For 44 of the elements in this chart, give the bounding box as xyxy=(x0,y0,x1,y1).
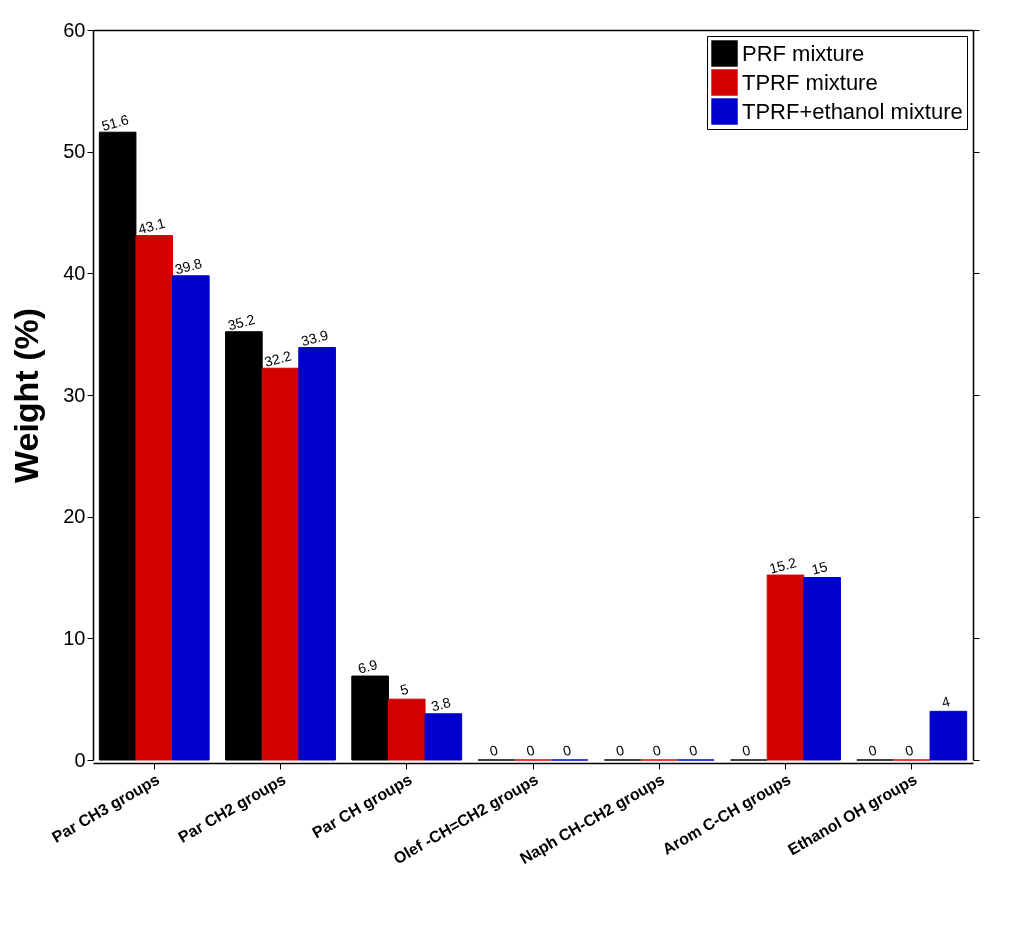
data-label: 4 xyxy=(939,692,952,711)
y-tick-label: 30 xyxy=(63,383,86,406)
data-label: 0 xyxy=(740,741,753,760)
y-tick-label: 40 xyxy=(63,261,86,284)
legend-label: TPRF+ethanol mixture xyxy=(742,98,963,124)
bar xyxy=(387,698,426,761)
bar xyxy=(351,675,389,761)
data-label: 0 xyxy=(524,741,537,760)
bar xyxy=(98,131,137,761)
bar xyxy=(261,367,300,761)
bar xyxy=(929,710,968,761)
y-tick-label: 60 xyxy=(63,18,86,41)
data-label: 3.8 xyxy=(429,693,453,715)
data-label: 0 xyxy=(687,741,700,760)
y-tick-label: 10 xyxy=(63,626,86,649)
data-label: 51.6 xyxy=(99,111,131,134)
bar xyxy=(803,577,841,761)
data-label: 15.2 xyxy=(767,554,799,577)
y-tick-label: 50 xyxy=(63,140,86,163)
data-label: 35.2 xyxy=(226,310,257,334)
data-label: 0 xyxy=(561,741,574,760)
data-label: 15 xyxy=(809,558,830,578)
y-tick-label: 0 xyxy=(74,748,86,771)
bar xyxy=(766,574,805,761)
data-label: 32.2 xyxy=(262,347,294,370)
bar xyxy=(172,275,210,761)
y-axis-title: Weight (%) xyxy=(7,307,46,484)
data-label: 0 xyxy=(866,741,879,760)
data-label: 0 xyxy=(650,741,663,760)
data-label: 0 xyxy=(487,741,500,760)
data-label: 5 xyxy=(398,680,411,699)
bar xyxy=(298,347,336,761)
legend-label: TPRF mixture xyxy=(742,69,878,95)
legend-label: PRF mixture xyxy=(742,40,865,66)
bar xyxy=(225,331,263,761)
data-label: 33.9 xyxy=(299,326,330,350)
data-label: 6.9 xyxy=(356,656,380,677)
data-label: 39.8 xyxy=(173,254,204,278)
data-label: 43.1 xyxy=(136,214,168,238)
bar xyxy=(424,713,463,761)
y-tick-label: 20 xyxy=(63,505,86,528)
data-label: 0 xyxy=(903,741,916,760)
data-label: 0 xyxy=(614,741,627,760)
bar xyxy=(135,235,174,761)
